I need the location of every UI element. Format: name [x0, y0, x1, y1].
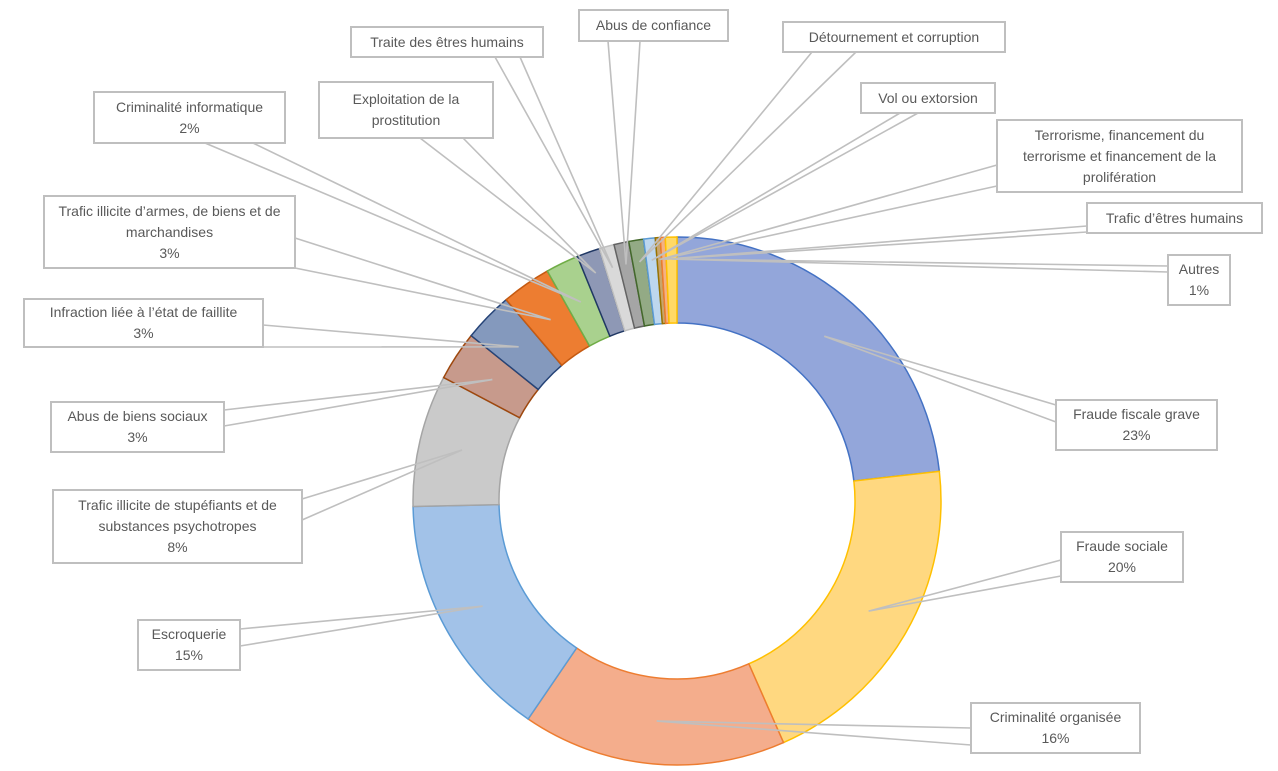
label-trafic-armes: Trafic illicite d’armes, de biens et de …: [43, 195, 296, 269]
label-name: Trafic illicite de stupéfiants et de sub…: [78, 497, 277, 534]
label-pct: 15%: [174, 647, 204, 663]
label-exploitation-prostitution: Exploitation de la prostitution: [318, 81, 494, 139]
label-name: Trafic d’êtres humains: [1105, 209, 1244, 226]
label-fraude-fiscale: Fraude fiscale grave 23%: [1055, 399, 1218, 451]
label-name: Abus de confiance: [595, 17, 712, 33]
label-trafic-etres-humains: Trafic d’êtres humains: [1086, 202, 1263, 234]
label-pct: 3%: [159, 244, 180, 261]
label-pct: 3%: [133, 325, 154, 341]
label-name: Abus de biens sociaux: [67, 408, 208, 424]
label-name: Détournement et corruption: [808, 28, 980, 45]
slice-fraude-sociale: [747, 470, 942, 744]
leader-line: [607, 40, 641, 265]
label-name: Escroquerie: [151, 626, 227, 642]
label-pct: 23%: [1122, 427, 1151, 443]
label-traite: Traite des êtres humains: [350, 26, 544, 58]
label-name: Exploitation de la prostitution: [352, 91, 460, 128]
label-detournement: Détournement et corruption: [782, 21, 1006, 53]
label-pct: 20%: [1107, 559, 1137, 575]
label-name: Autres: [1178, 261, 1220, 277]
label-pct: 16%: [1041, 730, 1070, 746]
leader-line: [671, 258, 1169, 273]
label-faillite: Infraction liée à l’état de faillite 3%: [23, 298, 264, 348]
leader-line: [663, 225, 1088, 261]
label-abus-confiance: Abus de confiance: [578, 9, 729, 42]
leader-line: [262, 324, 519, 348]
label-vol: Vol ou extorsion: [860, 82, 996, 114]
label-name: Terrorisme, financement du terrorisme et…: [1023, 126, 1216, 185]
label-criminalite-informatique: Criminalité informatique 2%: [93, 91, 286, 144]
label-stupefiants: Trafic illicite de stupéfiants et de sub…: [52, 489, 303, 564]
label-name: Infraction liée à l’état de faillite: [49, 304, 238, 320]
label-autres: Autres 1%: [1167, 254, 1231, 306]
label-pct: 2%: [179, 119, 200, 136]
label-pct: 3%: [127, 429, 148, 445]
leader-line: [823, 335, 1057, 423]
leader-line: [239, 605, 483, 647]
leader-line: [651, 112, 919, 262]
leader-line: [204, 142, 582, 303]
label-pct: 1%: [1188, 282, 1210, 298]
label-name: Traite des êtres humains: [370, 33, 524, 50]
label-name: Fraude sociale: [1076, 538, 1168, 554]
leader-line: [294, 237, 551, 321]
label-escroquerie: Escroquerie 15%: [137, 619, 241, 671]
leader-line: [656, 720, 972, 746]
label-terrorisme: Terrorisme, financement du terrorisme et…: [996, 119, 1243, 193]
label-name: Fraude fiscale grave: [1073, 406, 1200, 422]
label-name: Criminalité organisée: [989, 709, 1122, 725]
label-pct: 8%: [167, 539, 188, 555]
leader-line: [494, 56, 614, 269]
label-name: Trafic illicite d’armes, de biens et de …: [58, 202, 281, 240]
label-name: Vol ou extorsion: [878, 89, 978, 106]
label-abus-biens-sociaux: Abus de biens sociaux 3%: [50, 401, 225, 453]
label-fraude-sociale: Fraude sociale 20%: [1060, 531, 1184, 583]
leader-line: [419, 137, 597, 274]
leader-line: [223, 378, 493, 427]
leader-line: [638, 51, 857, 263]
leader-line: [301, 449, 463, 521]
label-criminalite-organisee: Criminalité organisée 16%: [970, 702, 1141, 754]
leader-line: [659, 164, 998, 261]
leader-line: [868, 559, 1062, 612]
slice-criminalit-organis-e: [527, 646, 785, 766]
label-name: Criminalité informatique: [115, 98, 264, 115]
